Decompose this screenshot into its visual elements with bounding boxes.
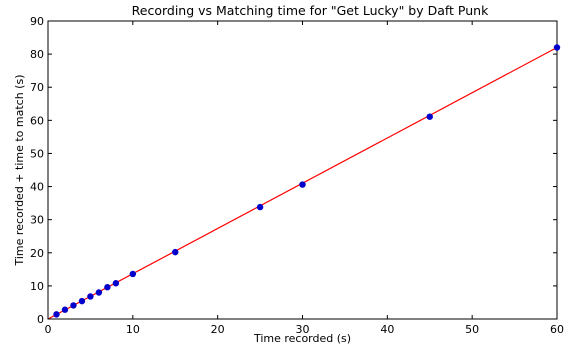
data-point [256,203,264,211]
y-axis-label: Time recorded + time to match (s) [13,74,26,266]
y-tick-label: 0 [37,313,44,326]
y-axis-ticks: 0 10 20 30 40 50 60 70 80 90 [30,15,557,326]
data-point [78,297,86,305]
data-point [70,302,77,309]
data-point [87,293,94,300]
y-tick-label: 80 [30,48,44,61]
x-tick-label: 40 [380,323,394,336]
plot-frame [47,20,558,320]
x-tick-label: 30 [296,323,310,336]
data-point [104,284,111,291]
data-point [53,311,60,318]
x-axis-label: Time recorded (s) [253,332,351,345]
y-tick-label: 70 [30,81,44,94]
y-tick-label: 30 [30,214,44,227]
data-point [129,270,137,278]
data-point [426,113,433,120]
x-tick-label: 10 [126,323,140,336]
y-tick-label: 90 [30,15,44,28]
x-tick-label: 60 [550,323,564,336]
data-point [61,306,69,313]
y-tick-label: 40 [30,181,44,194]
data-point [95,289,103,296]
x-axis-ticks: 0 10 20 30 40 50 60 [45,21,564,336]
y-tick-label: 20 [30,247,44,260]
x-tick-label: 0 [45,323,52,336]
x-tick-label: 20 [211,323,225,336]
points-layer [53,44,561,318]
x-tick-label: 50 [465,323,479,336]
data-point [299,181,306,188]
y-tick-label: 50 [30,147,44,160]
data-point [112,280,120,287]
data-point [553,44,561,51]
data-point [172,248,179,256]
chart-title: Recording vs Matching time for "Get Luck… [132,3,489,18]
y-tick-label: 60 [30,114,44,127]
y-tick-label: 10 [30,280,44,293]
